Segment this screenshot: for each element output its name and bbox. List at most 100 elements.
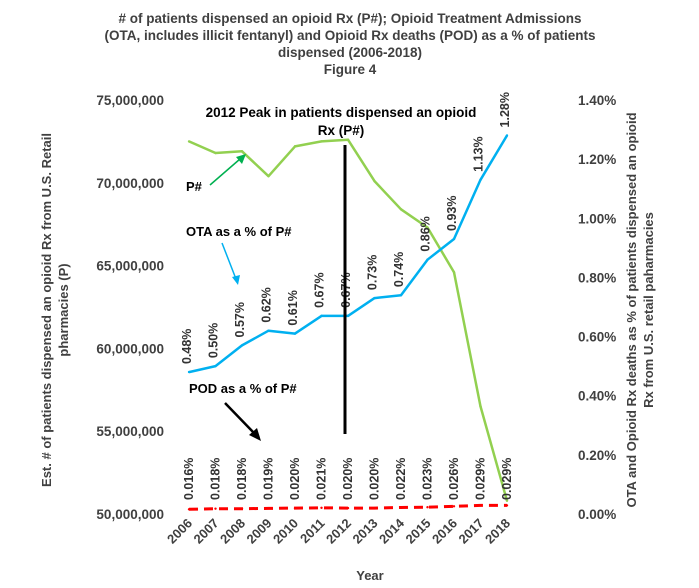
data-label: 0.020% xyxy=(368,458,382,500)
chart-title-line-2: (OTA, includes illicit fentanyl) and Opi… xyxy=(104,28,595,43)
data-point xyxy=(452,271,456,274)
annotation-peak-line-2: Rx (P#) xyxy=(318,123,365,138)
x-tick-label: 2013 xyxy=(350,516,381,547)
x-tick-label: 2017 xyxy=(456,516,487,547)
data-label: 0.50% xyxy=(207,323,221,358)
annotation-ota-label: OTA as a % of P# xyxy=(186,224,292,239)
annotation-p-arrow xyxy=(209,158,241,186)
data-label: 0.020% xyxy=(288,458,302,500)
data-label: 0.61% xyxy=(286,290,300,325)
annotation-pod-arrow xyxy=(224,402,255,434)
annotation-pod-label: POD as a % of P# xyxy=(189,381,297,396)
annotation-p-label: P# xyxy=(186,179,203,194)
data-point xyxy=(479,178,482,182)
data-label: 0.019% xyxy=(262,458,276,500)
data-point xyxy=(426,505,429,509)
data-label: 0.86% xyxy=(419,216,433,251)
data-point xyxy=(505,134,509,137)
x-tick-label: 2007 xyxy=(191,516,222,547)
x-tick-label: 2014 xyxy=(376,515,408,547)
data-label: 0.74% xyxy=(392,252,406,287)
y-left-axis-label-line-1: Est. # of patients dispensed an opioid R… xyxy=(39,133,54,487)
y-right-tick-label: 0.20% xyxy=(578,448,616,463)
data-point xyxy=(399,293,403,297)
annotation-p: P# xyxy=(186,154,246,194)
data-point xyxy=(452,505,456,508)
chart-title-line-3: dispensed (2006-2018) xyxy=(278,45,422,60)
x-tick-label: 2008 xyxy=(217,516,248,547)
data-label: 0.020% xyxy=(341,458,355,500)
data-label: 0.57% xyxy=(233,302,247,337)
data-label: 0.018% xyxy=(209,458,223,500)
data-point xyxy=(214,364,217,368)
data-point xyxy=(426,258,429,261)
data-labels: 0.48%0.50%0.57%0.62%0.61%0.67%0.67%0.73%… xyxy=(180,92,514,500)
y-right-tick-labels: 0.00% 0.20% 0.40% 0.60% 0.80% 1.00% 1.20% 1.40% xyxy=(578,93,616,522)
data-point xyxy=(267,174,270,178)
data-label: 0.62% xyxy=(260,287,274,322)
data-point xyxy=(240,344,244,347)
data-point xyxy=(373,506,376,510)
data-point xyxy=(426,226,429,229)
y-left-tick-label: 70,000,000 xyxy=(96,176,164,191)
data-point xyxy=(346,138,350,141)
data-point xyxy=(373,179,376,183)
chart-title-line-1: # of patients dispensed an opioid Rx (P#… xyxy=(118,11,581,26)
x-tick-labels: 2006200720082009201020112012201320142015… xyxy=(164,515,513,547)
y-right-axis-label-line-2: Rx from U.S. retail paharmacies xyxy=(641,212,656,408)
data-point xyxy=(187,140,191,143)
annotation-p-arrowhead xyxy=(236,154,246,164)
y-right-tick-label: 0.80% xyxy=(578,270,616,285)
data-label: 0.026% xyxy=(447,458,461,500)
data-label: 0.016% xyxy=(182,458,196,500)
data-point xyxy=(214,507,217,510)
y-right-tick-label: 0.60% xyxy=(578,330,616,345)
data-point xyxy=(214,151,217,155)
data-point xyxy=(267,329,270,332)
y-right-tick-label: 1.40% xyxy=(578,93,616,108)
data-point xyxy=(479,504,482,507)
annotation-pod-arrowhead xyxy=(249,428,261,441)
y-right-axis-label-line-1: OTA and Opioid Rx deaths as % of patient… xyxy=(624,112,639,507)
annotation-peak-line-1: 2012 Peak in patients dispensed an opioi… xyxy=(206,105,477,120)
x-tick-label: 2012 xyxy=(323,516,354,547)
data-label: 0.73% xyxy=(366,255,380,290)
y-left-axis-label-line-2: pharmacies (P) xyxy=(56,263,71,356)
data-point xyxy=(320,314,323,318)
x-tick-label: 2009 xyxy=(244,516,275,547)
annotation-ota: OTA as a % of P# xyxy=(186,224,292,285)
data-point xyxy=(320,140,323,143)
data-label: 0.021% xyxy=(315,458,329,500)
x-tick-label: 2011 xyxy=(297,516,328,547)
y-right-tick-label: 0.40% xyxy=(578,389,616,404)
data-point xyxy=(479,405,482,408)
data-label: 1.13% xyxy=(472,136,486,171)
y-right-tick-label: 0.00% xyxy=(578,507,616,522)
annotation-ota-arrowhead xyxy=(232,275,240,285)
x-tick-label: 2010 xyxy=(270,516,301,547)
annotation-peak: 2012 Peak in patients dispensed an opioi… xyxy=(206,105,477,434)
data-point xyxy=(293,332,297,335)
data-label: 0.67% xyxy=(313,272,327,307)
data-point xyxy=(267,507,270,510)
data-point xyxy=(346,506,350,510)
x-tick-label: 2018 xyxy=(482,516,513,547)
data-point xyxy=(240,150,244,153)
data-point xyxy=(187,508,191,511)
data-label: 0.029% xyxy=(500,458,514,500)
data-label: 0.029% xyxy=(474,458,488,500)
data-point xyxy=(240,507,244,510)
y-left-tick-label: 65,000,000 xyxy=(96,259,164,274)
x-tick-label: 2016 xyxy=(429,516,460,547)
data-point xyxy=(505,504,509,507)
y-right-tick-label: 1.00% xyxy=(578,211,616,226)
data-point xyxy=(293,506,297,510)
data-point xyxy=(452,237,456,241)
chart-title: # of patients dispensed an opioid Rx (P#… xyxy=(104,11,595,77)
y-left-tick-label: 75,000,000 xyxy=(96,93,164,108)
data-label: 0.93% xyxy=(445,196,459,231)
data-point xyxy=(346,314,350,318)
data-label: 0.48% xyxy=(180,329,194,364)
y-left-tick-labels: 50,000,000 55,000,000 60,000,000 65,000,000… xyxy=(96,93,164,522)
